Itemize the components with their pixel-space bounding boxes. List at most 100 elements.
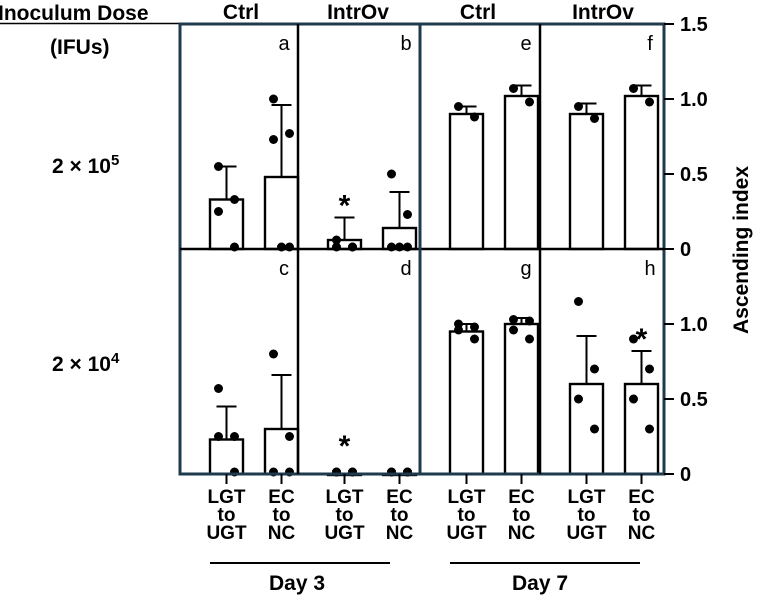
bar-c-0 — [208, 438, 245, 476]
x-category-label-0-1-0: EC — [268, 487, 295, 508]
point-h-0-1 — [590, 364, 599, 374]
x-category-label-2-0-1: to — [458, 505, 476, 526]
significance-star-d: * — [339, 430, 351, 463]
point-b-1-0 — [387, 169, 396, 179]
point-g-0-3 — [470, 334, 479, 344]
bar-g-1 — [503, 322, 540, 476]
day-label-3: Day 3 — [269, 572, 325, 595]
x-category-label-3-0-1: to — [578, 505, 596, 526]
point-g-0-1 — [470, 322, 479, 332]
point-c-1-1 — [285, 432, 294, 441]
y-tick-label-0-1: 1.0 — [680, 89, 708, 111]
point-h-0-0 — [574, 297, 583, 306]
significance-star-h: * — [636, 323, 648, 356]
point-h-1-0 — [629, 334, 638, 344]
bar-e-0 — [448, 112, 485, 251]
point-h-0-2 — [574, 394, 583, 404]
x-category-label-1-0-0: LGT — [326, 487, 364, 508]
x-category-label-3-0-0: LGT — [568, 487, 606, 508]
row-label-dose-low-exp: 4 — [111, 350, 120, 367]
panel-letter-f: f — [647, 33, 653, 55]
point-f-0-1 — [590, 114, 599, 123]
row-label-dose-high-base: 2 × 10 — [52, 155, 111, 178]
x-category-label-2-1-0: EC — [508, 487, 535, 508]
row-label-dose-high: 2 × 105 — [52, 152, 119, 178]
panel-letter-e: e — [520, 33, 531, 55]
y-tick-label-0-0: 1.5 — [680, 14, 708, 36]
y-axis-label: Ascending index — [730, 166, 753, 334]
point-h-0-3 — [590, 424, 599, 434]
point-h-1-3 — [645, 424, 654, 434]
x-category-label-1-0-2: UGT — [324, 523, 365, 544]
x-category-label-1-1-2: NC — [386, 523, 414, 544]
point-e-1-0 — [509, 84, 518, 93]
point-a-0-0 — [214, 162, 223, 171]
panel-letter-a: a — [278, 33, 290, 55]
x-category-label-0-0-1: to — [218, 505, 236, 526]
x-category-label-2-1-1: to — [513, 505, 531, 526]
col-header-ctrl-day7: Ctrl — [460, 1, 496, 24]
bar-f-1 — [623, 94, 660, 251]
x-category-label-2-0-2: UGT — [446, 523, 487, 544]
point-c-0-0 — [214, 384, 223, 393]
point-g-0-2 — [454, 325, 463, 335]
x-category-label-0-1-1: to — [273, 505, 291, 526]
point-a-1-0 — [269, 94, 278, 104]
y-tick-label-1-0: 1.0 — [680, 314, 708, 336]
x-category-label-1-1-1: to — [391, 505, 409, 526]
point-e-0-1 — [470, 112, 479, 122]
day-label-7: Day 7 — [512, 572, 568, 595]
point-a-0-2 — [214, 207, 223, 216]
x-category-label-3-1-2: NC — [628, 523, 656, 544]
point-c-1-0 — [269, 349, 278, 359]
x-category-label-2-1-2: NC — [508, 523, 536, 544]
col-header-ctrl-day3: Ctrl — [223, 1, 259, 24]
bar-f-0 — [568, 112, 605, 251]
point-h-1-2 — [629, 394, 638, 404]
x-category-label-1-0-1: to — [336, 505, 354, 526]
row-label-dose-high-exp: 5 — [111, 152, 119, 169]
y-tick-label-0-3: 0 — [680, 239, 691, 261]
point-f-0-0 — [574, 102, 583, 111]
bar-g-0 — [448, 330, 485, 476]
row-label-dose-low: 2 × 104 — [52, 350, 120, 376]
x-category-label-0-0-2: UGT — [206, 523, 247, 544]
point-h-1-1 — [645, 364, 654, 374]
significance-star-b: * — [339, 190, 351, 223]
panel-letter-d: d — [400, 258, 411, 280]
point-g-1-2 — [509, 325, 518, 335]
point-b-1-1 — [403, 210, 412, 219]
x-category-label-0-1-2: NC — [268, 523, 296, 544]
point-g-1-0 — [509, 315, 518, 324]
x-category-label-2-0-0: LGT — [448, 487, 486, 508]
point-f-1-0 — [629, 84, 638, 93]
panel-letter-b: b — [400, 33, 411, 55]
panel-letter-h: h — [644, 258, 655, 280]
point-g-1-1 — [525, 316, 534, 326]
point-g-1-3 — [525, 334, 534, 344]
row-header-title: Inoculum Dose — [0, 2, 149, 25]
point-a-0-1 — [230, 195, 239, 204]
point-f-1-1 — [645, 97, 654, 107]
plot-area: a b*e fc d*g h*1.51.00.501.00.50LGTtoUGTECto… — [178, 14, 708, 544]
col-header-introv-day7: IntrOv — [572, 1, 634, 24]
x-category-label-3-1-0: EC — [628, 487, 655, 508]
point-c-0-1 — [230, 432, 239, 441]
point-e-0-0 — [454, 102, 463, 111]
bar-a-1 — [263, 175, 300, 251]
panel-letter-c: c — [279, 258, 289, 280]
point-b-0-0 — [332, 235, 341, 245]
point-a-1-1 — [285, 129, 294, 138]
point-c-0-2 — [214, 432, 223, 441]
row-header-subtitle: (IFUs) — [50, 36, 110, 59]
y-tick-label-0-2: 0.5 — [680, 164, 708, 186]
bar-e-1 — [503, 94, 540, 251]
row-label-dose-low-base: 2 × 10 — [52, 353, 111, 376]
point-e-1-1 — [525, 97, 534, 107]
panel-letter-g: g — [520, 258, 531, 280]
y-tick-label-1-2: 0 — [680, 464, 691, 486]
x-category-label-3-0-2: UGT — [566, 523, 607, 544]
point-a-1-2 — [269, 135, 278, 144]
x-category-label-0-0-0: LGT — [208, 487, 246, 508]
